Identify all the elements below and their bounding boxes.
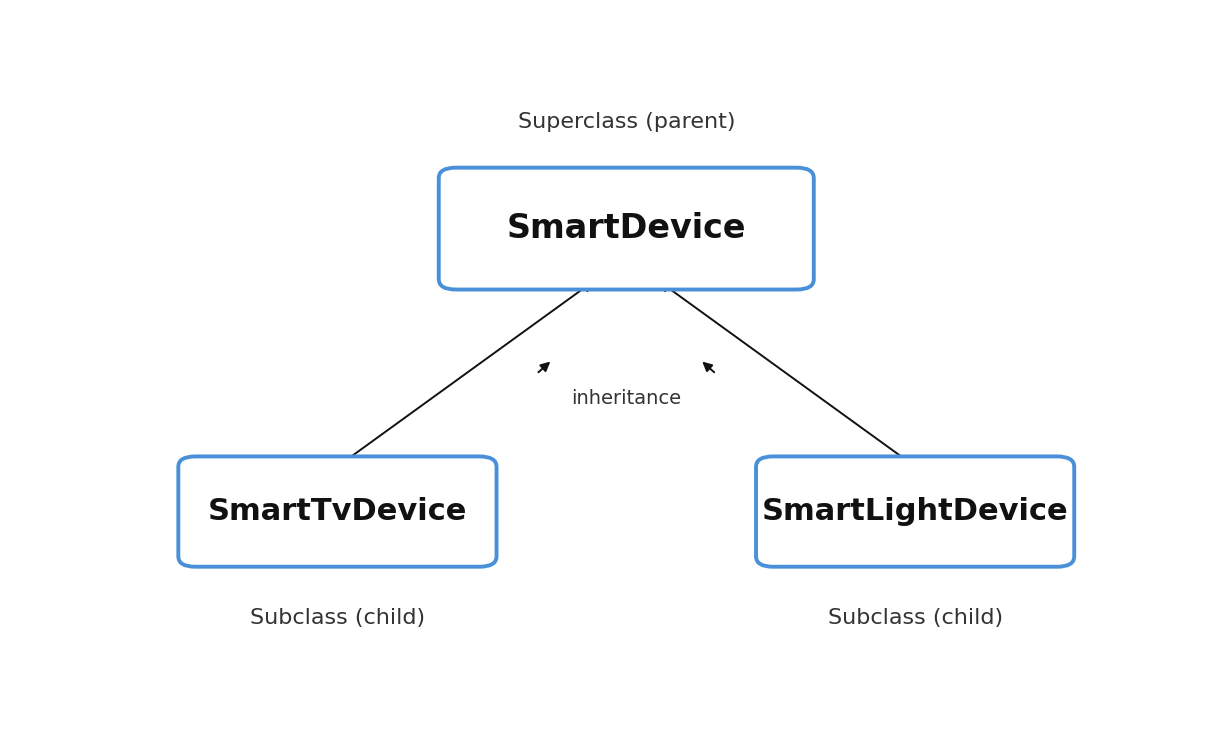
Text: SmartLightDevice: SmartLightDevice bbox=[761, 497, 1068, 526]
Text: SmartTvDevice: SmartTvDevice bbox=[208, 497, 467, 526]
FancyBboxPatch shape bbox=[439, 168, 814, 290]
FancyBboxPatch shape bbox=[756, 457, 1074, 567]
Text: Superclass (parent): Superclass (parent) bbox=[518, 112, 734, 132]
Text: Subclass (child): Subclass (child) bbox=[827, 608, 1003, 628]
Text: SmartDevice: SmartDevice bbox=[507, 212, 745, 245]
Text: inheritance: inheritance bbox=[571, 389, 682, 409]
FancyBboxPatch shape bbox=[178, 457, 496, 567]
Text: Subclass (child): Subclass (child) bbox=[249, 608, 425, 628]
